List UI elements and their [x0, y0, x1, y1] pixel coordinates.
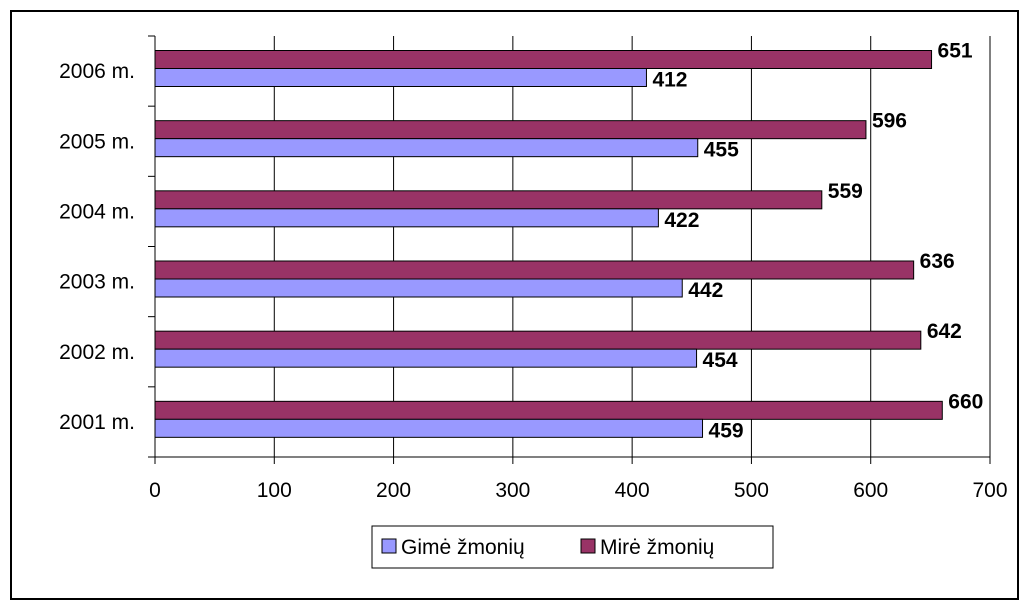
data-label-gime-zmoniu: 455	[704, 139, 739, 162]
y-tick-label: 2004 m.	[59, 200, 135, 223]
y-tick-label: 2003 m.	[59, 271, 135, 294]
bar-gime-zmoniu	[154, 418, 704, 438]
legend-swatch-gime-zmoniu	[381, 538, 397, 554]
data-label-mire-zmoniu: 660	[948, 390, 983, 413]
legend-swatch-mire-zmoniu	[580, 538, 596, 554]
y-tick-label: 2005 m.	[59, 130, 135, 153]
legend-label-mire-zmoniu: Mirė žmonių	[600, 536, 714, 559]
x-tick-label: 300	[495, 479, 530, 502]
data-label-gime-zmoniu: 422	[664, 209, 699, 232]
data-label-gime-zmoniu: 412	[652, 69, 687, 92]
bar-mire-zmoniu	[154, 260, 915, 280]
bar-gime-zmoniu	[154, 278, 683, 298]
bar-gime-zmoniu	[154, 68, 647, 87]
legend-box	[371, 525, 774, 569]
x-tick-label: 600	[853, 479, 888, 502]
bar-mire-zmoniu	[154, 400, 943, 420]
data-label-gime-zmoniu: 459	[709, 419, 744, 442]
chart-frame	[10, 10, 1019, 600]
legend-label-gime-zmoniu: Gimė žmonių	[401, 536, 525, 559]
data-label-mire-zmoniu: 559	[828, 180, 863, 203]
bar-mire-zmoniu	[154, 330, 922, 350]
data-label-mire-zmoniu: 651	[938, 40, 973, 63]
data-label-mire-zmoniu: 596	[872, 110, 907, 133]
bar-mire-zmoniu	[154, 50, 933, 69]
x-tick-label: 200	[376, 479, 411, 502]
data-label-mire-zmoniu: 642	[927, 320, 962, 343]
x-tick-label: 0	[149, 479, 161, 502]
x-tick-label: 400	[615, 479, 650, 502]
bar-mire-zmoniu	[154, 190, 823, 210]
bar-gime-zmoniu	[154, 208, 659, 228]
data-label-gime-zmoniu: 454	[703, 349, 738, 372]
data-label-gime-zmoniu: 442	[688, 279, 723, 302]
x-tick-label: 100	[257, 479, 292, 502]
y-tick-label: 2002 m.	[59, 341, 135, 364]
x-tick-label: 500	[734, 479, 769, 502]
y-tick-label: 2001 m.	[59, 411, 135, 434]
bar-gime-zmoniu	[154, 348, 698, 368]
data-label-mire-zmoniu: 636	[920, 250, 955, 273]
bar-gime-zmoniu	[154, 138, 699, 158]
x-tick-label: 700	[972, 479, 1007, 502]
bar-mire-zmoniu	[154, 120, 867, 140]
y-tick-label: 2006 m.	[59, 60, 135, 83]
